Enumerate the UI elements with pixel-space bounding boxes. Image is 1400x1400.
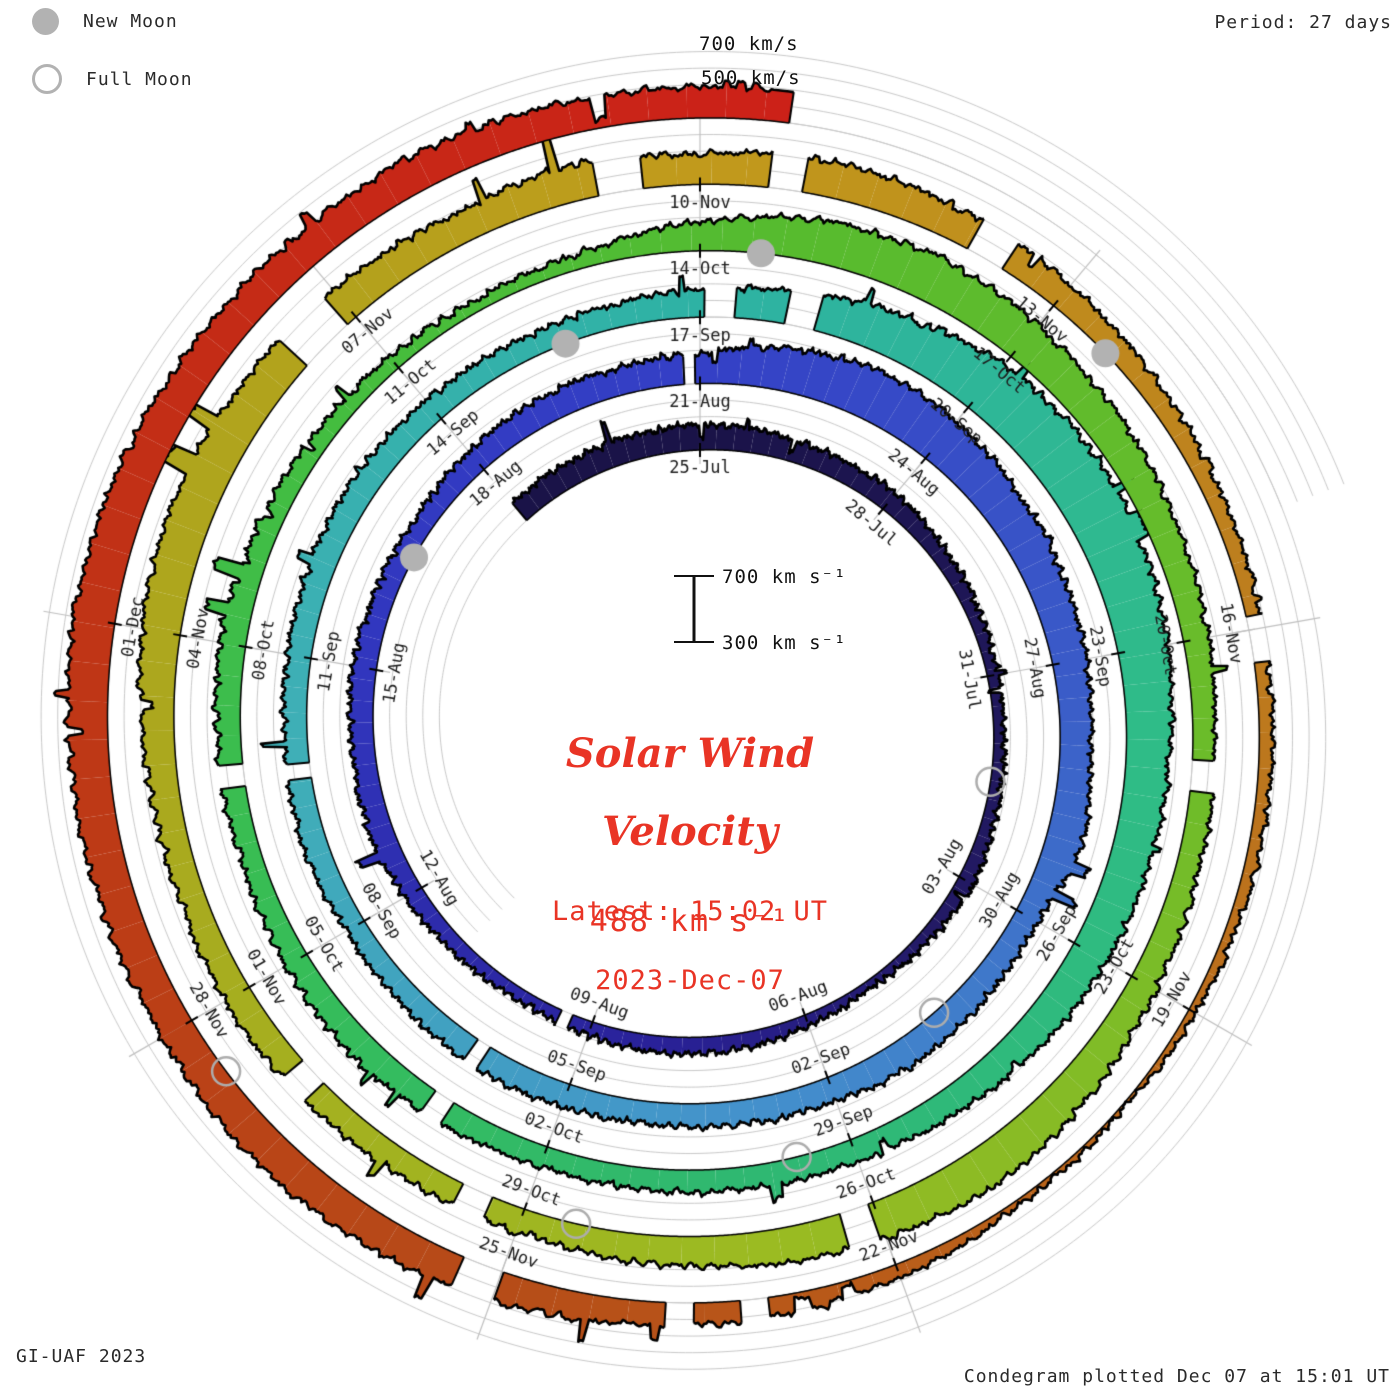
chart-title: Solar Wind Velocity 488 km s⁻¹	[480, 696, 900, 977]
latest-timestamp: Latest: 15:02 UT 2023-Dec-07	[480, 858, 900, 1034]
period-label: Period: 27 days	[1214, 12, 1392, 33]
credit-label: GI-UAF 2023	[16, 1346, 147, 1367]
new-moon-icon	[32, 8, 59, 35]
scale-bar-bottom-label: 300 km s⁻¹	[722, 632, 847, 654]
new-moon-label: New Moon	[83, 11, 178, 32]
title-line-1: Solar Wind	[565, 730, 815, 777]
current-speed-value: 488 km s⁻¹	[589, 904, 791, 939]
legend-full-moon: Full Moon	[32, 64, 193, 94]
title-line-2: Velocity	[602, 808, 778, 855]
latest-line-2: 2023-Dec-07	[595, 965, 785, 996]
velocity-scale-bar	[674, 575, 714, 643]
scale-bar-top-label: 700 km s⁻¹	[722, 566, 847, 588]
outer-scale-700: 700 km/s	[699, 33, 799, 55]
full-moon-label: Full Moon	[86, 68, 193, 90]
full-moon-icon	[32, 64, 62, 94]
outer-scale-500: 500 km/s	[701, 67, 801, 89]
legend-new-moon: New Moon	[32, 8, 178, 35]
plotted-timestamp: Condegram plotted Dec 07 at 15:01 UT	[963, 1366, 1390, 1387]
latest-line-1: Latest: 15:02 UT	[551, 896, 829, 927]
